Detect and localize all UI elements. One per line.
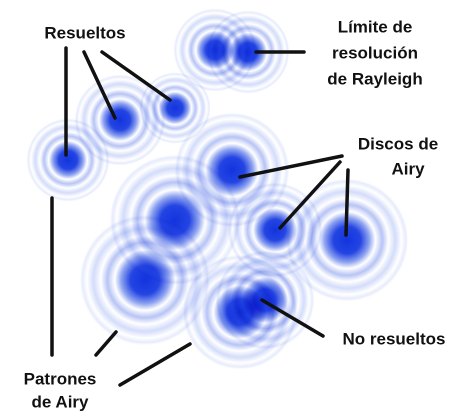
label: Airy	[391, 159, 425, 178]
diagram: Resueltos Límite de resolución de Raylei…	[0, 0, 463, 414]
pointer	[120, 344, 190, 385]
label: Patrones	[24, 369, 97, 388]
label: No resueltos	[343, 329, 446, 348]
pointer	[96, 332, 116, 355]
label: Discos de	[358, 134, 438, 153]
label: de Rayleigh	[327, 69, 422, 88]
pointer	[346, 170, 348, 235]
label: Límite de	[338, 17, 413, 36]
label: Resueltos	[44, 23, 125, 42]
label: resolución	[332, 43, 418, 62]
label: de Airy	[31, 392, 89, 411]
